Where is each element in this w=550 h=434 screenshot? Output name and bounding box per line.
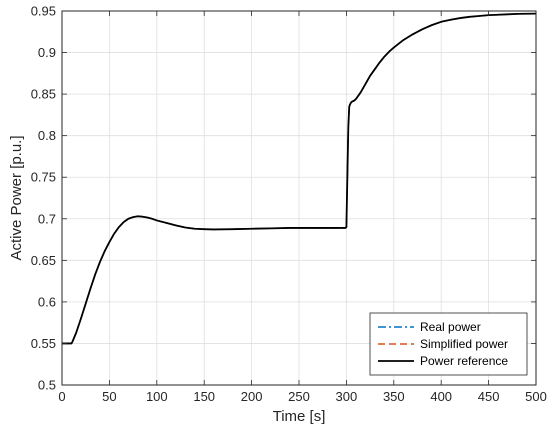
legend-box	[369, 312, 528, 376]
y-tick-label: 0.75	[31, 170, 56, 185]
y-tick-label: 0.6	[38, 294, 56, 309]
x-axis-label: Time [s]	[273, 408, 326, 425]
legend-label: Power reference	[420, 354, 508, 368]
legend: Real power Simplified power Power referenc…	[369, 312, 528, 376]
y-tick-label: 0.85	[31, 87, 56, 102]
x-tick-label: 350	[383, 389, 405, 404]
series-layer	[62, 12, 537, 345]
x-tick-label: 450	[478, 389, 500, 404]
legend-label: Real power	[420, 320, 481, 334]
y-tick-label: 0.5	[38, 378, 56, 393]
x-tick-label: 100	[146, 389, 168, 404]
x-tick-label: 0	[58, 389, 65, 404]
x-tick-label: 150	[193, 389, 215, 404]
x-tick-label: 250	[288, 389, 310, 404]
x-tick-label: 300	[336, 389, 358, 404]
x-tick-label: 500	[525, 389, 547, 404]
x-tick-label: 200	[241, 389, 263, 404]
y-tick-label: 0.9	[38, 45, 56, 60]
y-tick-label: 0.95	[31, 4, 56, 19]
legend-label: Simplified power	[420, 337, 508, 351]
y-tick-label: 0.55	[31, 336, 56, 351]
y-tick-label: 0.65	[31, 253, 56, 268]
x-tick-label: 400	[430, 389, 452, 404]
y-tick-label: 0.7	[38, 211, 56, 226]
y-tick-label: 0.8	[38, 128, 56, 143]
ticks	[61, 10, 537, 386]
y-axis-label: Active Power [p.u.]	[8, 135, 25, 260]
series-line-2	[62, 12, 537, 345]
x-tick-label: 50	[102, 389, 116, 404]
tick-labels: 0 50 100 150 200 250 300 350 400 450 500 0.5 0.55 0.6…	[31, 4, 547, 405]
